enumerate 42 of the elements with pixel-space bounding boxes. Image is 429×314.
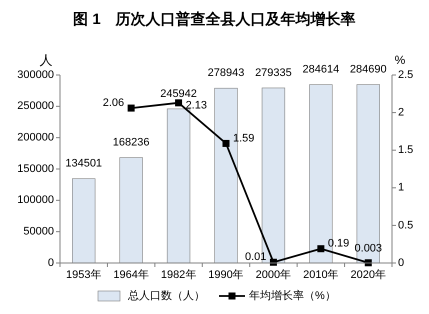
y-axis-title: 人	[40, 52, 52, 68]
y-tick-label: 300000	[17, 68, 54, 81]
data-label: 245942	[160, 88, 197, 100]
data-label: 284614	[302, 64, 340, 76]
chart-title: 图 1 历次人口普查全县人口及年均增长率	[73, 10, 356, 28]
x-tick-label: 1982年	[160, 268, 196, 281]
y-tick-label: 50000	[23, 226, 54, 238]
y-tick-label: 200000	[17, 132, 54, 144]
data-label: 0.19	[328, 238, 350, 250]
x-tick-label: 2020年	[350, 268, 386, 281]
point	[175, 99, 182, 106]
data-label: 134501	[65, 158, 102, 170]
point	[317, 245, 324, 252]
data-label: 2.13	[186, 100, 207, 112]
y2-axis-title: %	[394, 53, 406, 68]
data-label: 278943	[208, 67, 244, 80]
y2-tick-label: 0.5	[398, 219, 414, 232]
data-label: 1.59	[233, 132, 254, 144]
y2-tick-label: 2	[398, 106, 404, 119]
point	[128, 104, 135, 112]
x-tick-label: 2010年	[303, 268, 339, 281]
legend-label: 总人口数（人）	[127, 288, 205, 302]
data-label: 284690	[350, 64, 387, 76]
data-label: 2.06	[102, 96, 124, 109]
data-label: 0.003	[354, 242, 382, 255]
y-tick-label: 100000	[17, 194, 54, 206]
data-label: 0.01	[245, 251, 266, 264]
y2-tick-label: 0	[398, 256, 404, 269]
point	[222, 140, 230, 147]
y-tick-label: 150000	[17, 162, 54, 175]
y-tick-label: 0	[48, 256, 54, 269]
x-tick-label: 1964年	[113, 268, 149, 281]
x-tick-label: 2000年	[256, 268, 292, 281]
y2-tick-label: 1	[398, 182, 404, 194]
legend-label: 年均增长率（%）	[249, 288, 336, 302]
y2-tick-label: 1.5	[398, 144, 414, 156]
y2-tick-label: 2.5	[398, 68, 414, 81]
data-label: 279335	[255, 66, 292, 79]
x-tick-label: 1953年	[66, 268, 102, 281]
data-label: 168236	[112, 136, 150, 148]
y-tick-label: 250000	[17, 100, 54, 112]
x-tick-label: 1990年	[208, 268, 244, 281]
